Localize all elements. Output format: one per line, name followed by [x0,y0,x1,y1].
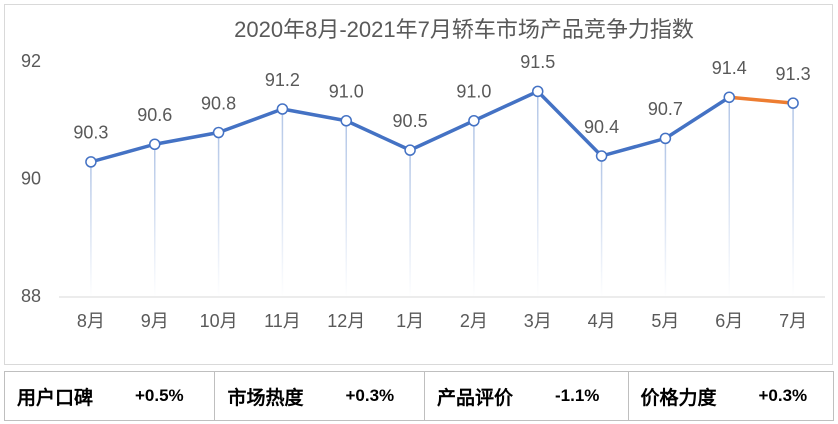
x-tick-label: 10月 [200,311,238,331]
x-axis: 8月 9月 10月 11月 12月 1月 2月 3月 4月 5月 6月 7月 [77,311,807,331]
line-chart: 2020年8月-2021年7月轿车市场产品竞争力指数 88 90 92 8月 9月 10月… [21,17,825,331]
drop-line [600,161,603,297]
drop-line [409,155,411,297]
drop-line [281,114,284,297]
summary-table: 用户口碑 +0.5% 市场热度 +0.3% 产品评价 -1.1% 价格力度 +0… [4,371,834,421]
y-tick-label: 92 [21,51,41,71]
data-point [723,91,735,103]
data-label: 90.3 [73,123,108,143]
x-tick-label: 9月 [141,311,169,331]
data-point [149,138,161,150]
summary-value: +0.5% [135,386,184,405]
data-point [276,103,289,115]
summary-cell-user-reputation: 用户口碑 +0.5% [5,372,214,420]
data-label: 90.8 [201,93,236,113]
data-point [340,115,352,127]
data-label: 90.4 [584,117,619,137]
data-point [468,115,480,127]
drop-line [154,149,156,297]
summary-label: 价格力度 [640,387,717,409]
summary-value: +0.3% [345,386,395,405]
drop-line [792,108,794,297]
summary-cell-product-review: 产品评价 -1.1% [423,372,628,420]
x-tick-label: 8月 [77,311,105,331]
x-tick-label: 2月 [460,311,488,331]
summary-value: -1.1% [554,386,600,405]
data-point [787,97,799,109]
data-label: 90.7 [648,99,683,119]
data-label: 90.5 [393,111,428,131]
series-last-segment [727,95,795,105]
summary-cell-market-heat: 市场热度 +0.3% [214,372,424,420]
summary-value: +0.3% [758,386,808,405]
summary-label: 市场热度 [227,387,304,409]
data-label: 90.6 [137,105,172,125]
x-tick-label: 12月 [327,311,365,331]
drop-lines [90,96,794,297]
summary-label: 产品评价 [436,387,513,409]
summary-label: 用户口碑 [17,387,94,409]
data-point [85,156,97,168]
chart-frame [4,4,833,365]
data-label: 91.4 [712,58,747,78]
data-point [404,144,416,156]
x-tick-label: 5月 [651,311,679,331]
y-tick-label: 90 [21,168,41,188]
x-tick-label: 3月 [524,311,552,331]
data-label: 91.5 [520,52,555,72]
data-label: 91.3 [776,64,811,84]
drop-line [728,102,730,297]
drop-line [473,125,475,297]
data-point [659,132,672,145]
data-label: 91.0 [329,82,364,102]
data-point [595,150,608,162]
data-labels: 90.3 90.6 90.8 91.2 91.0 90.5 91.0 91.5 90.4 90.7… [73,52,810,143]
x-tick-label: 7月 [779,311,807,331]
x-tick-label: 6月 [715,311,743,331]
x-tick-label: 1月 [396,311,424,331]
y-tick-label: 88 [21,286,41,306]
markers [85,85,799,168]
data-label: 91.2 [265,70,300,90]
drop-line [217,137,220,297]
x-tick-label: 4月 [588,311,616,331]
drop-line [345,125,347,297]
summary-cell-price-strength: 价格力度 +0.3% [627,372,834,420]
drop-line [537,96,539,297]
y-axis: 88 90 92 [21,51,41,306]
x-tick-label: 11月 [264,311,301,331]
data-label: 91.0 [456,82,491,102]
data-point [532,85,544,98]
chart-title: 2020年8月-2021年7月轿车市场产品竞争力指数 [234,17,694,42]
data-point [212,126,225,139]
drop-line [664,143,667,297]
drop-line [90,166,92,297]
